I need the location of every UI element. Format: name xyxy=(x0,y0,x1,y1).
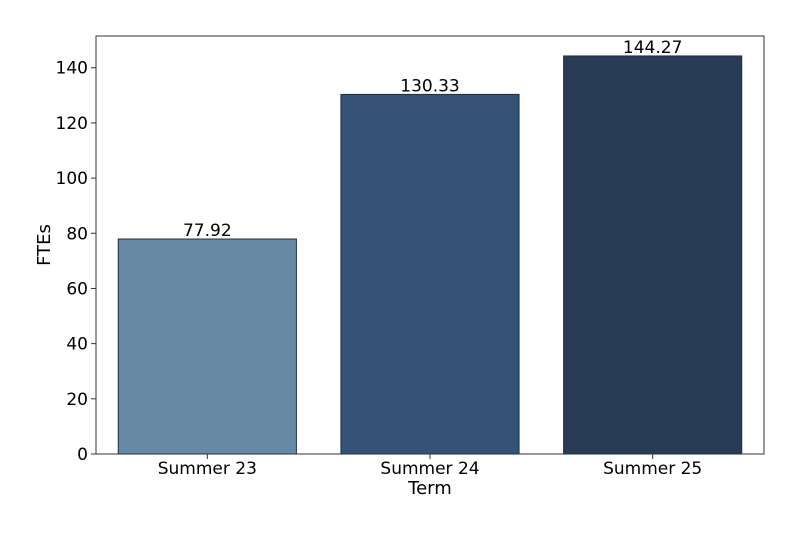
y-axis: 0 20 40 60 80 100 120 140 xyxy=(56,59,96,465)
data-label-1: 77.92 xyxy=(183,221,232,241)
y-tick-label-2: 40 xyxy=(66,335,88,355)
bars-layer xyxy=(117,55,743,455)
data-labels: 77.92 130.33 144.27 xyxy=(183,38,682,241)
data-label-2: 130.33 xyxy=(400,76,459,96)
y-tick-label-0: 0 xyxy=(77,445,88,465)
x-tick-label-2: Summer 24 xyxy=(380,459,479,479)
bar-1 xyxy=(117,238,297,455)
y-tick-label-6: 120 xyxy=(56,114,88,134)
bar-3 xyxy=(563,55,743,455)
x-axis: Summer 23 Summer 24 Summer 25 xyxy=(158,454,702,479)
y-tick-label-5: 100 xyxy=(56,169,88,189)
x-axis-label: Term xyxy=(407,478,452,499)
y-axis-label: FTEs xyxy=(34,224,55,266)
data-label-3: 144.27 xyxy=(623,38,682,58)
y-tick-label-3: 60 xyxy=(66,279,88,299)
x-tick-label-3: Summer 25 xyxy=(603,459,702,479)
y-tick-label-7: 140 xyxy=(56,59,88,79)
bar-2 xyxy=(340,93,520,455)
x-tick-label-1: Summer 23 xyxy=(158,459,257,479)
y-tick-label-4: 80 xyxy=(66,224,88,244)
y-tick-label-1: 20 xyxy=(66,390,88,410)
